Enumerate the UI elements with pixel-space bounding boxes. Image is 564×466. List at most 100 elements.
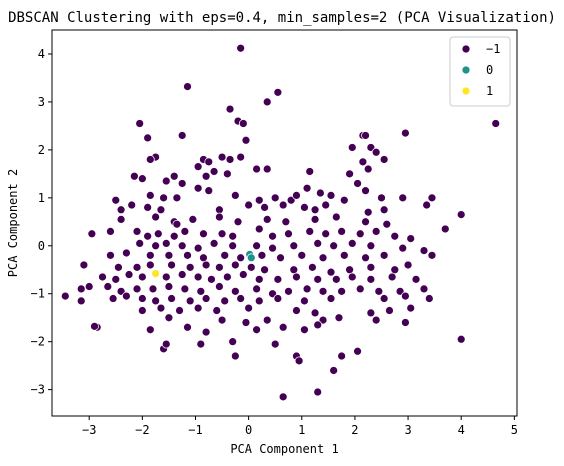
data-point	[201, 294, 211, 303]
data-point	[401, 291, 410, 301]
data-point	[337, 286, 347, 296]
data-point	[254, 296, 264, 306]
data-point	[90, 321, 99, 331]
data-point	[106, 250, 115, 260]
x-tick-label: 0	[245, 423, 252, 437]
data-point	[321, 200, 331, 210]
data-point	[116, 215, 126, 224]
data-point	[366, 308, 376, 318]
data-point	[236, 294, 246, 303]
data-point	[153, 229, 163, 239]
data-point	[374, 286, 384, 296]
x-tick-label: 5	[511, 423, 518, 437]
data-point	[339, 195, 349, 205]
data-point	[135, 119, 145, 128]
data-point	[233, 217, 243, 227]
data-point	[313, 320, 323, 330]
data-point	[172, 219, 182, 229]
data-point	[334, 313, 344, 323]
data-point	[379, 155, 389, 164]
data-point	[84, 282, 94, 291]
y-tick-label: −3	[31, 383, 45, 397]
data-point	[331, 274, 341, 284]
data-point	[329, 366, 339, 375]
data-point	[289, 241, 299, 251]
data-point	[353, 179, 362, 188]
data-point	[143, 231, 153, 241]
y-tick-label: 3	[38, 95, 45, 109]
data-point	[379, 205, 389, 215]
data-point	[254, 224, 264, 234]
data-point	[230, 260, 240, 270]
data-point	[281, 217, 291, 227]
data-point	[254, 274, 264, 284]
data-point	[215, 282, 224, 291]
data-point	[361, 217, 370, 227]
data-point	[310, 215, 320, 224]
data-point	[76, 284, 86, 294]
data-point	[215, 205, 224, 215]
data-point	[135, 239, 145, 248]
data-point	[262, 315, 272, 325]
data-point	[347, 143, 357, 152]
data-point	[172, 193, 182, 203]
data-point	[238, 270, 248, 279]
data-point	[215, 212, 224, 222]
data-point	[111, 274, 121, 284]
data-point	[122, 291, 131, 301]
data-point	[377, 193, 386, 203]
data-point	[151, 296, 161, 306]
data-point	[116, 205, 126, 215]
data-point	[315, 188, 325, 198]
data-point	[456, 210, 466, 219]
data-point	[387, 272, 397, 282]
data-point	[294, 356, 304, 366]
data-point	[212, 306, 222, 315]
data-point	[228, 337, 238, 347]
data-point	[300, 325, 309, 335]
data-point	[137, 294, 147, 303]
data-point	[220, 250, 230, 260]
data-point	[339, 250, 349, 260]
data-point	[193, 183, 203, 193]
data-point	[318, 286, 328, 296]
data-point	[177, 241, 187, 251]
data-point	[209, 239, 219, 248]
data-point	[180, 227, 190, 236]
data-point	[164, 282, 174, 291]
data-point	[193, 303, 203, 313]
data-point	[270, 339, 280, 349]
data-point	[427, 193, 437, 203]
data-point	[254, 195, 264, 205]
data-point	[361, 186, 370, 196]
data-point	[183, 250, 192, 260]
data-point	[167, 260, 176, 270]
data-point	[252, 241, 261, 251]
data-point	[108, 294, 118, 303]
data-point	[406, 303, 416, 313]
data-point	[180, 284, 190, 294]
data-point	[151, 241, 161, 251]
data-point	[175, 306, 184, 315]
data-point	[132, 227, 142, 236]
data-point	[167, 294, 176, 303]
data-point	[300, 203, 309, 212]
data-point	[270, 193, 280, 203]
data-point	[201, 327, 211, 337]
data-point	[161, 239, 171, 248]
data-point	[217, 315, 227, 325]
data-point	[201, 260, 211, 270]
data-point	[401, 128, 410, 138]
data-point	[302, 183, 312, 193]
data-point	[169, 171, 179, 181]
data-point	[137, 306, 147, 315]
data-point	[252, 284, 261, 294]
x-axis-title: PCA Component 1	[230, 442, 338, 456]
data-point	[137, 272, 147, 282]
data-point	[204, 157, 214, 167]
chart-title: DBSCAN Clustering with eps=0.4, min_samp…	[8, 10, 556, 26]
data-point	[236, 43, 246, 53]
data-point	[297, 250, 307, 260]
data-point	[305, 167, 315, 176]
data-point	[268, 231, 277, 241]
